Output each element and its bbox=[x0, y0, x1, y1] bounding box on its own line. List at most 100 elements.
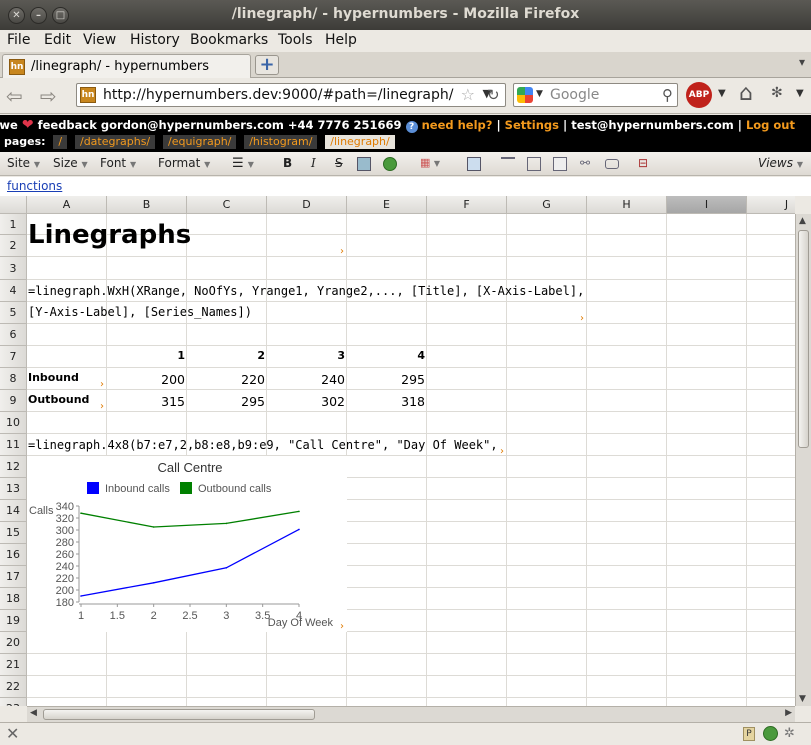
back-icon[interactable]: ⇦ bbox=[6, 84, 23, 108]
column-header-i[interactable]: I bbox=[667, 196, 747, 214]
menu-file[interactable]: File bbox=[7, 32, 31, 48]
site-menu[interactable]: Site ▼ bbox=[7, 156, 41, 170]
column-header-d[interactable]: D bbox=[267, 196, 347, 214]
row-header-23[interactable]: 23 bbox=[0, 698, 27, 706]
format-menu[interactable]: Format ▼ bbox=[158, 156, 211, 170]
color-icon[interactable] bbox=[383, 157, 397, 171]
row-header-17[interactable]: 17 bbox=[0, 566, 27, 588]
adblock-icon[interactable]: ABP bbox=[686, 82, 712, 108]
url-dropdown-icon[interactable]: ▼ bbox=[482, 87, 491, 100]
column-header-a[interactable]: A bbox=[27, 196, 107, 214]
need-help-link[interactable]: need help? bbox=[421, 118, 493, 132]
input-icon[interactable] bbox=[605, 159, 619, 169]
strikethrough-icon[interactable]: S bbox=[335, 156, 343, 170]
maximize-window-button[interactable]: □ bbox=[52, 7, 69, 24]
cell-c7[interactable]: 2 bbox=[257, 349, 265, 362]
plugin-icon[interactable]: P bbox=[743, 727, 755, 741]
italic-icon[interactable]: I bbox=[311, 156, 316, 170]
cell-d9[interactable]: 302 bbox=[321, 394, 345, 409]
vertical-scrollbar[interactable]: ▲ ▼ bbox=[795, 214, 811, 706]
settings-link[interactable]: Settings bbox=[504, 118, 559, 132]
cell-e9[interactable]: 318 bbox=[401, 394, 425, 409]
home-icon[interactable]: ⌂ bbox=[739, 81, 753, 106]
row-header-1[interactable]: 1 bbox=[0, 214, 27, 235]
scroll-left-icon[interactable]: ◀ bbox=[30, 708, 37, 718]
link-icon[interactable]: ⚯ bbox=[580, 156, 591, 170]
status-ok-icon[interactable] bbox=[763, 726, 778, 741]
row-header-3[interactable]: 3 bbox=[0, 257, 27, 280]
column-header-b[interactable]: B bbox=[107, 196, 187, 214]
search-icon[interactable]: ⚲ bbox=[662, 86, 673, 104]
menu-tools[interactable]: Tools bbox=[278, 32, 313, 48]
row-header-22[interactable]: 22 bbox=[0, 676, 27, 698]
font-menu[interactable]: Font ▼ bbox=[100, 156, 137, 170]
row-header-2[interactable]: 2 bbox=[0, 235, 27, 257]
url-bar[interactable]: hn http://hypernumbers.dev:9000/#path=/l… bbox=[76, 83, 506, 107]
row-header-9[interactable]: 9 bbox=[0, 390, 27, 412]
column-header-f[interactable]: F bbox=[427, 196, 507, 214]
form-icon[interactable]: ⊟ bbox=[638, 156, 649, 170]
menu-edit[interactable]: Edit bbox=[44, 32, 72, 48]
minimize-window-button[interactable]: – bbox=[30, 7, 47, 24]
align-icon[interactable]: ☰ ▼ bbox=[232, 156, 254, 171]
tab-list-icon[interactable]: ▾ bbox=[798, 55, 805, 69]
help-icon[interactable]: ? bbox=[405, 121, 418, 133]
engine-dropdown-icon[interactable]: ▼ bbox=[536, 89, 543, 99]
panel-icon[interactable] bbox=[467, 157, 481, 171]
search-input[interactable]: Google bbox=[550, 87, 600, 103]
cell-d8[interactable]: 240 bbox=[321, 372, 345, 387]
cell-a8-label[interactable]: Inbound bbox=[28, 371, 79, 384]
row-header-21[interactable]: 21 bbox=[0, 654, 27, 676]
search-box[interactable]: ▼ Google ⚲ bbox=[513, 83, 678, 107]
scroll-right-icon[interactable]: ▶ bbox=[785, 708, 792, 718]
delete-icon[interactable] bbox=[553, 157, 567, 171]
row-header-19[interactable]: 19 bbox=[0, 610, 27, 632]
cell-b7[interactable]: 1 bbox=[177, 349, 185, 362]
page-link-root[interactable]: / bbox=[53, 135, 68, 149]
column-header-g[interactable]: G bbox=[507, 196, 587, 214]
cell-c8[interactable]: 220 bbox=[241, 372, 265, 387]
menu-help[interactable]: Help bbox=[325, 32, 357, 48]
stop-icon[interactable]: ✕ bbox=[6, 724, 20, 743]
new-tab-button[interactable]: + bbox=[255, 55, 279, 75]
column-header-j[interactable]: J bbox=[747, 196, 795, 214]
cell-c9[interactable]: 295 bbox=[241, 394, 265, 409]
column-header-c[interactable]: C bbox=[187, 196, 267, 214]
line-chart[interactable]: Call Centre Inbound calls Outbound calls Ca… bbox=[27, 456, 347, 632]
close-window-button[interactable]: ✕ bbox=[8, 7, 25, 24]
firebug-icon[interactable]: ✻ bbox=[771, 85, 783, 101]
insert-column-icon[interactable] bbox=[527, 157, 541, 171]
google-engine-icon[interactable] bbox=[517, 87, 533, 103]
bookmark-star-icon[interactable]: ☆ bbox=[460, 85, 475, 104]
row-header-14[interactable]: 14 bbox=[0, 500, 27, 522]
row-header-15[interactable]: 15 bbox=[0, 522, 27, 544]
page-link-equigraph[interactable]: /equigraph/ bbox=[162, 135, 237, 149]
cell-a4-formula[interactable]: =linegraph.WxH(XRange, NoOfYs, Yrange1, … bbox=[28, 284, 585, 298]
menu-view[interactable]: View bbox=[83, 32, 117, 48]
forward-icon[interactable]: ⇨ bbox=[40, 84, 57, 108]
row-header-10[interactable]: 10 bbox=[0, 412, 27, 434]
row-header-20[interactable]: 20 bbox=[0, 632, 27, 654]
row-header-12[interactable]: 12 bbox=[0, 456, 27, 478]
menu-bookmarks[interactable]: Bookmarks bbox=[190, 32, 269, 48]
page-link-linegraph[interactable]: /linegraph/ bbox=[325, 135, 395, 149]
vertical-scroll-thumb[interactable] bbox=[798, 230, 809, 448]
functions-link[interactable]: functions bbox=[7, 179, 63, 193]
tab-linegraph[interactable]: hn /linegraph/ - hypernumbers bbox=[2, 54, 251, 79]
views-menu[interactable]: Views ▼ bbox=[758, 156, 803, 170]
row-header-7[interactable]: 7 bbox=[0, 346, 27, 368]
spreadsheet-grid[interactable]: A B C D E F G H I J 1 2 3 4 5 6 7 8 9 10 11 12 13 14 1… bbox=[0, 196, 795, 706]
horizontal-scroll-thumb[interactable] bbox=[43, 709, 315, 720]
cell-a11-formula[interactable]: =linegraph.4x8(b7:e7,2,b8:e8,b9:e9, "Cal… bbox=[28, 438, 498, 452]
menu-history[interactable]: History bbox=[130, 32, 180, 48]
column-header-e[interactable]: E bbox=[347, 196, 427, 214]
cell-b8[interactable]: 200 bbox=[161, 372, 185, 387]
logout-link[interactable]: Log out bbox=[745, 118, 795, 132]
grid-format-icon[interactable]: ▦ ▼ bbox=[420, 156, 441, 169]
reload-icon[interactable]: ↻ bbox=[487, 86, 500, 104]
row-header-11[interactable]: 11 bbox=[0, 434, 27, 456]
row-header-16[interactable]: 16 bbox=[0, 544, 27, 566]
cell-d7[interactable]: 3 bbox=[337, 349, 345, 362]
size-menu[interactable]: Size ▼ bbox=[53, 156, 88, 170]
row-header-5[interactable]: 5 bbox=[0, 302, 27, 324]
